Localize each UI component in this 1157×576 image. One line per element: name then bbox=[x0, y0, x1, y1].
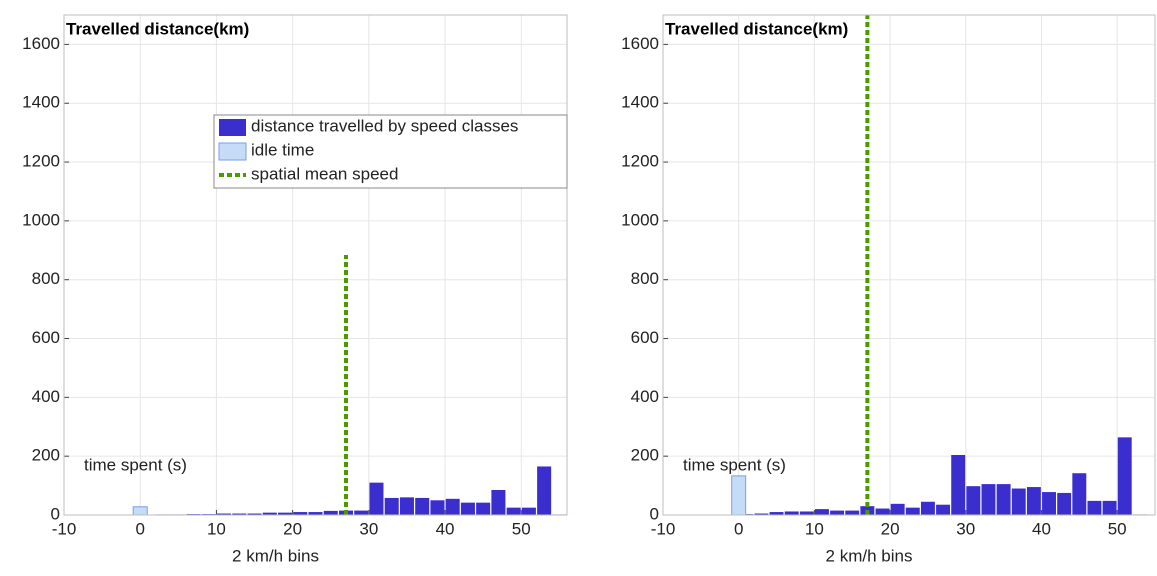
y-tick-label: 1000 bbox=[22, 210, 60, 229]
bar bbox=[217, 513, 232, 515]
x-tick-label: 50 bbox=[512, 519, 531, 538]
y-tick-label: 1400 bbox=[22, 93, 60, 112]
bar bbox=[951, 455, 966, 515]
x-tick-label: 30 bbox=[359, 519, 378, 538]
annotation: time spent (s) bbox=[683, 455, 786, 474]
x-tick-label: 20 bbox=[881, 519, 900, 538]
x-tick-label: 10 bbox=[805, 519, 824, 538]
legend-label: spatial mean speed bbox=[251, 164, 398, 183]
bar bbox=[476, 502, 491, 515]
bar bbox=[354, 510, 369, 515]
bar bbox=[1102, 500, 1117, 515]
bar bbox=[293, 512, 308, 515]
bar bbox=[521, 507, 536, 515]
plot-area bbox=[64, 15, 567, 515]
bar bbox=[905, 507, 920, 515]
plot-area bbox=[663, 15, 1155, 515]
legend-label: distance travelled by speed classes bbox=[251, 116, 518, 135]
bar bbox=[936, 504, 951, 515]
bar bbox=[1087, 500, 1102, 515]
y-tick-label: 600 bbox=[32, 328, 60, 347]
y-tick-label: 0 bbox=[650, 504, 659, 523]
bar bbox=[966, 486, 981, 515]
bar bbox=[1042, 492, 1056, 515]
bar bbox=[1117, 437, 1132, 515]
y-tick-label: 1600 bbox=[621, 34, 659, 53]
x-tick-label: 40 bbox=[1032, 519, 1051, 538]
y-tick-label: 200 bbox=[631, 446, 659, 465]
x-tick-label: 20 bbox=[283, 519, 302, 538]
legend-swatch bbox=[218, 142, 247, 161]
bar bbox=[323, 510, 338, 515]
bar bbox=[996, 484, 1011, 515]
x-tick-label: 40 bbox=[436, 519, 455, 538]
x-axis-label: 2 km/h bins bbox=[826, 546, 913, 565]
bar bbox=[278, 512, 293, 515]
bar bbox=[430, 500, 445, 515]
y-tick-label: 600 bbox=[631, 328, 659, 347]
x-tick-label: 0 bbox=[734, 519, 743, 538]
bar bbox=[981, 484, 996, 515]
x-tick-label: 0 bbox=[135, 519, 144, 538]
x-tick-label: 10 bbox=[207, 519, 226, 538]
bar bbox=[830, 510, 845, 515]
bar bbox=[845, 510, 860, 515]
x-tick-label: 50 bbox=[1108, 519, 1127, 538]
bar bbox=[754, 513, 769, 515]
bar bbox=[369, 482, 384, 515]
annotation: time spent (s) bbox=[84, 455, 187, 474]
y-tick-label: 800 bbox=[32, 269, 60, 288]
bar bbox=[308, 512, 323, 515]
y-tick-label: 0 bbox=[51, 504, 60, 523]
bar bbox=[537, 466, 552, 515]
x-tick-label: 30 bbox=[956, 519, 975, 538]
bar bbox=[1026, 487, 1041, 515]
bar bbox=[1011, 488, 1026, 515]
legend-swatch bbox=[219, 119, 246, 136]
x-axis-label: 2 km/h bins bbox=[232, 546, 319, 565]
y-tick-label: 800 bbox=[631, 269, 659, 288]
legend-box bbox=[213, 114, 568, 189]
chart-title: Travelled distance(km) bbox=[665, 19, 848, 38]
bar bbox=[445, 498, 460, 515]
chart-title: Travelled distance(km) bbox=[66, 19, 249, 38]
y-tick-label: 400 bbox=[631, 387, 659, 406]
bar bbox=[247, 513, 262, 515]
bar bbox=[814, 509, 829, 515]
axes-frame bbox=[63, 14, 568, 516]
y-tick-label: 1400 bbox=[621, 93, 659, 112]
bar bbox=[491, 490, 506, 515]
idle-bar bbox=[132, 506, 148, 516]
bar bbox=[232, 513, 247, 515]
y-tick-label: 1600 bbox=[22, 34, 60, 53]
bar bbox=[1057, 492, 1072, 515]
y-tick-label: 1200 bbox=[22, 152, 60, 171]
bar bbox=[784, 511, 799, 515]
axes-frame bbox=[662, 14, 1156, 516]
bar bbox=[875, 508, 890, 515]
bar bbox=[799, 511, 814, 515]
y-tick-label: 200 bbox=[32, 446, 60, 465]
y-tick-label: 400 bbox=[32, 387, 60, 406]
y-tick-label: 1200 bbox=[621, 152, 659, 171]
bar bbox=[890, 503, 905, 515]
bar bbox=[1072, 473, 1087, 515]
x-tick-label: -10 bbox=[651, 519, 676, 538]
bar bbox=[506, 507, 521, 515]
legend: distance travelled by speed classes idle … bbox=[213, 114, 568, 189]
legend-label: idle time bbox=[251, 140, 314, 159]
bar bbox=[384, 497, 399, 515]
x-tick-label: -10 bbox=[52, 519, 77, 538]
idle-bar bbox=[731, 475, 747, 516]
bar bbox=[920, 501, 935, 515]
bar bbox=[262, 512, 277, 515]
bar bbox=[415, 497, 430, 515]
y-tick-label: 1000 bbox=[621, 210, 659, 229]
bar bbox=[399, 497, 414, 515]
bar bbox=[769, 512, 784, 515]
bar bbox=[460, 502, 475, 515]
